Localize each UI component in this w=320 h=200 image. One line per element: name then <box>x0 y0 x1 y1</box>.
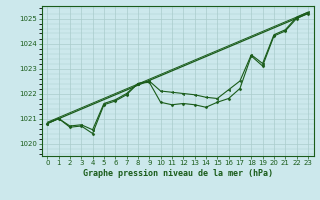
X-axis label: Graphe pression niveau de la mer (hPa): Graphe pression niveau de la mer (hPa) <box>83 169 273 178</box>
